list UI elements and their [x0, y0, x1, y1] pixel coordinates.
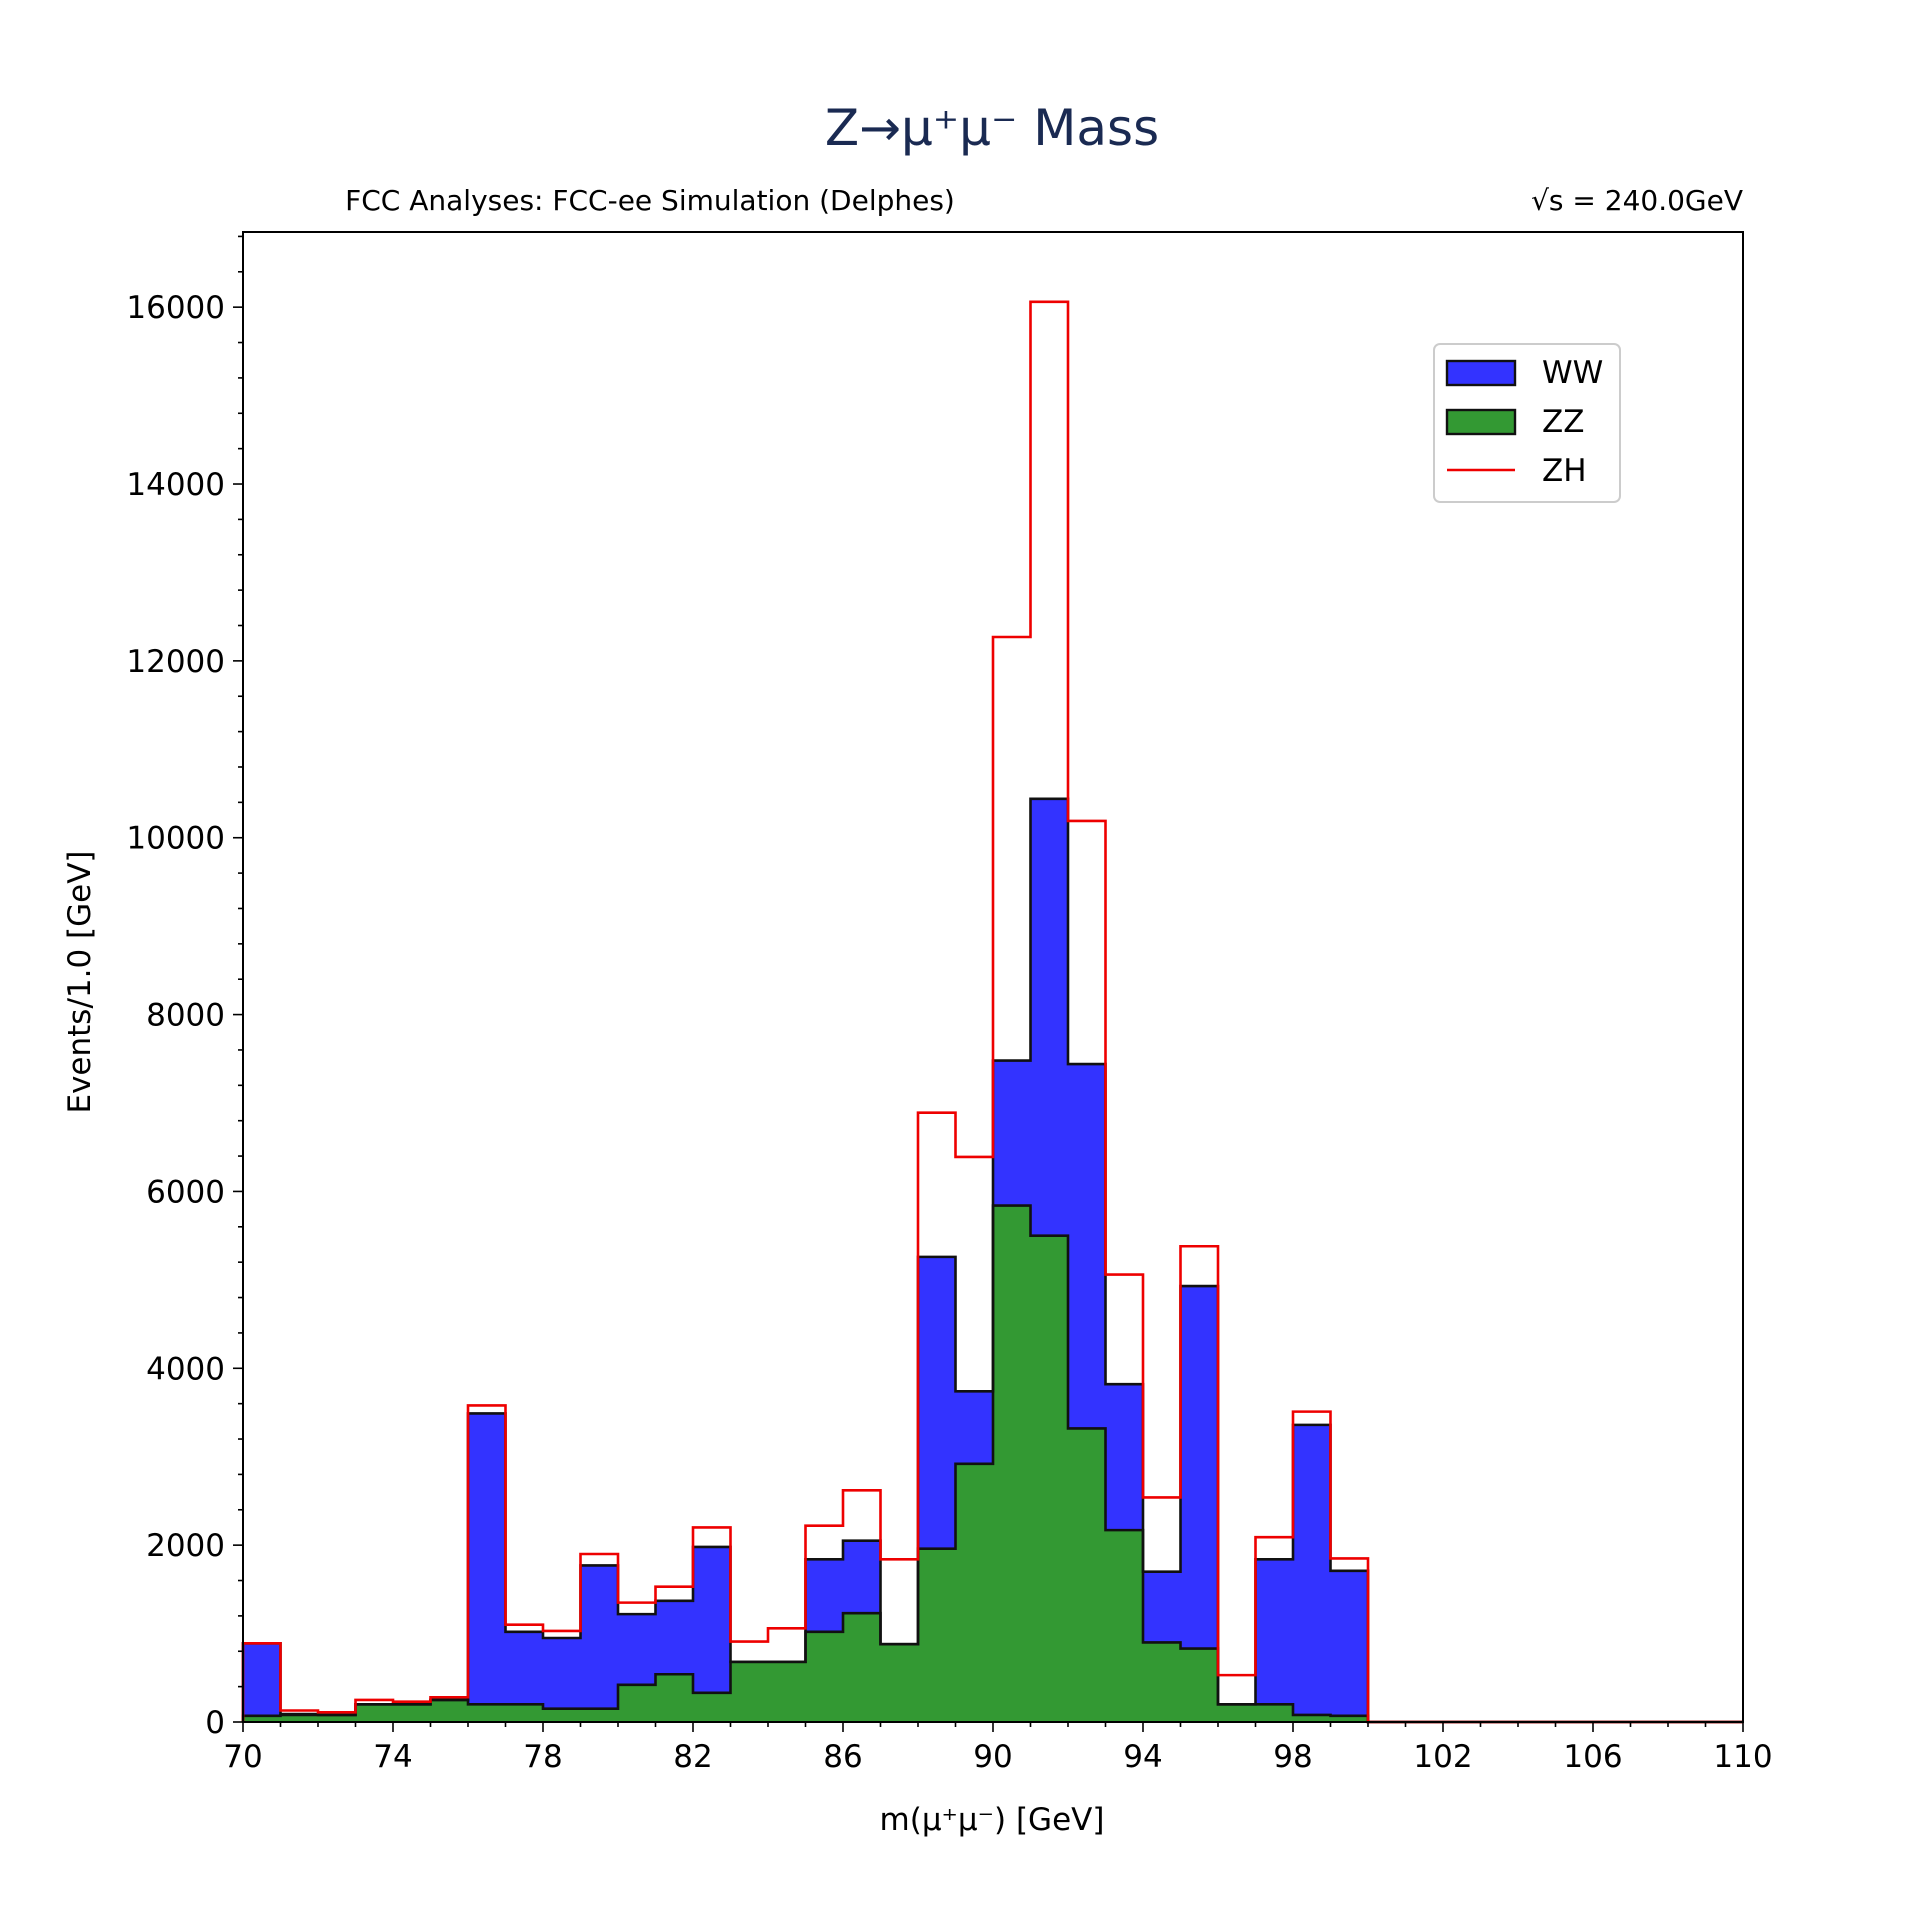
zz-bar	[1218, 1704, 1256, 1722]
zz-bar	[1030, 1235, 1068, 1722]
x-tick-label: 94	[1123, 1739, 1162, 1775]
y-tick-label: 8000	[146, 998, 225, 1034]
y-tick-label: 14000	[126, 467, 225, 503]
zz-bar	[430, 1699, 468, 1722]
x-tick-label: 78	[523, 1739, 562, 1775]
zz-bar	[730, 1661, 768, 1722]
zz-bar	[993, 1205, 1031, 1722]
y-tick-label: 6000	[146, 1174, 225, 1210]
x-tick-label: 74	[373, 1739, 412, 1775]
zz-bar	[693, 1692, 731, 1722]
zz-bar	[243, 1715, 281, 1722]
x-tick-label: 70	[223, 1739, 262, 1775]
ww-bar	[1255, 1559, 1293, 1722]
ww-bar	[1293, 1424, 1331, 1722]
chart-title: Z→μ⁺μ⁻ Mass	[825, 99, 1159, 157]
zz-bar	[768, 1661, 806, 1722]
zh-step-line	[241, 300, 1743, 1724]
zz-bar	[805, 1631, 843, 1722]
y-tick-label: 10000	[126, 821, 225, 857]
zz-bar	[280, 1714, 318, 1722]
plot-area	[241, 300, 1743, 1724]
zz-bar	[1068, 1428, 1106, 1722]
legend: WW ZZ ZH	[1433, 343, 1621, 503]
zz-bar	[355, 1704, 393, 1722]
legend-swatch-ww	[1445, 359, 1517, 387]
zz-bar	[1180, 1648, 1218, 1722]
zz-bar	[880, 1644, 918, 1722]
zz-bar	[843, 1613, 881, 1722]
legend-label-zh: ZH	[1542, 453, 1587, 489]
x-tick-label: 90	[973, 1739, 1012, 1775]
x-tick-label: 98	[1273, 1739, 1312, 1775]
x-tick-label: 110	[1713, 1739, 1772, 1775]
ww-bar	[1330, 1570, 1368, 1722]
chart-subtitle-left: FCC Analyses: FCC-ee Simulation (Delphes…	[345, 184, 955, 217]
zz-bar	[1105, 1530, 1143, 1722]
zz-bar	[955, 1463, 993, 1722]
zz-bar	[580, 1708, 618, 1722]
zz-bar	[318, 1714, 356, 1722]
y-tick-label: 16000	[126, 290, 225, 326]
ww-bar	[243, 1643, 281, 1722]
x-axis-label: m(μ⁺μ⁻) [GeV]	[880, 1802, 1105, 1838]
y-tick-label: 4000	[146, 1351, 225, 1387]
zz-bar	[543, 1708, 581, 1722]
zz-bar	[1330, 1715, 1368, 1722]
x-tick-label: 106	[1563, 1739, 1622, 1775]
zz-bar	[1143, 1642, 1181, 1722]
x-tick-label: 86	[823, 1739, 862, 1775]
y-axis-label: Events/1.0 [GeV]	[62, 850, 98, 1113]
legend-label-zz: ZZ	[1542, 404, 1584, 440]
ww-bar	[580, 1565, 618, 1722]
x-tick-label: 82	[673, 1739, 712, 1775]
zz-bar	[393, 1704, 431, 1722]
y-tick-label: 0	[205, 1705, 225, 1741]
zz-bar	[468, 1704, 506, 1722]
x-tick-label: 102	[1413, 1739, 1472, 1775]
legend-label-ww: WW	[1542, 355, 1603, 391]
legend-swatch-zz	[1445, 408, 1517, 436]
axes: 70 74 78 82 86 90 94 98 102 106 110 0 2000 4000 6000 80…	[126, 231, 1773, 1775]
zz-bar	[655, 1674, 693, 1722]
y-tick-label: 12000	[126, 644, 225, 680]
zz-bar	[918, 1548, 956, 1722]
zz-bar	[618, 1684, 656, 1722]
zz-bar	[1255, 1704, 1293, 1722]
zz-bar	[1293, 1714, 1331, 1722]
ww-bar	[468, 1413, 506, 1722]
chart-subtitle-right: √s = 240.0GeV	[1531, 184, 1743, 217]
y-tick-label: 2000	[146, 1528, 225, 1564]
zz-bar	[505, 1704, 543, 1722]
